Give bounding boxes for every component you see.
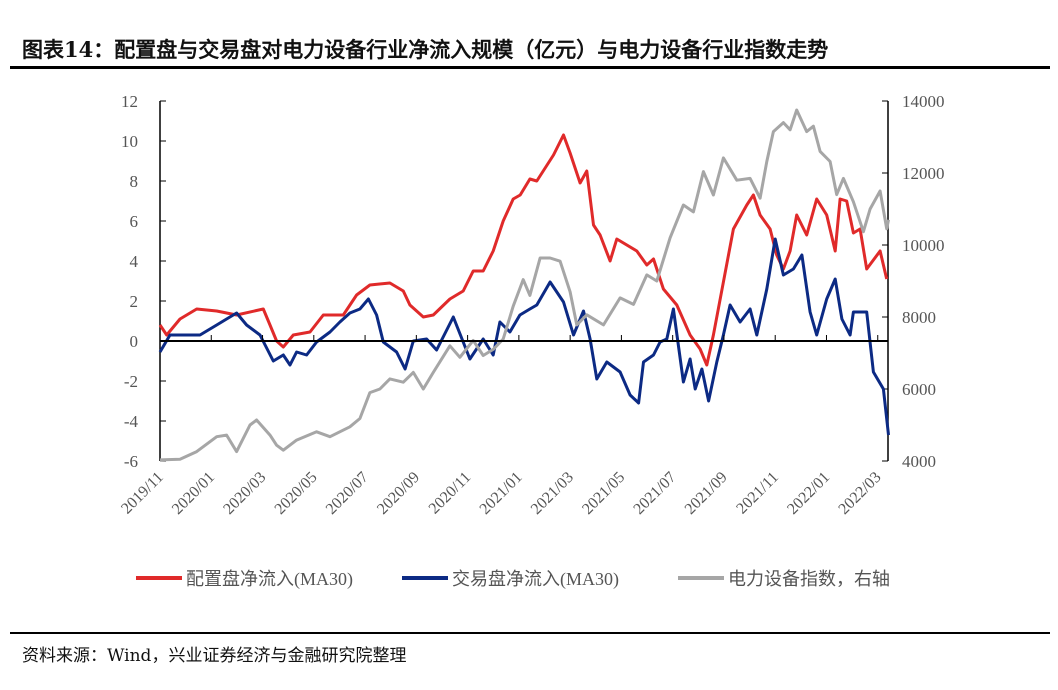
right-axis-tick-label: 8000 — [902, 308, 936, 327]
right-axis-tick-label: 14000 — [902, 92, 945, 111]
title-divider — [10, 66, 1050, 69]
right-axis-tick-label: 4000 — [902, 452, 936, 471]
left-axis-tick-label: 6 — [130, 212, 139, 231]
legend-label: 电力设备指数，右轴 — [728, 569, 890, 589]
x-axis-tick-label: 2020/07 — [323, 469, 372, 518]
x-axis-tick-label: 2021/07 — [630, 469, 679, 518]
x-axis-tick-label: 2020/03 — [220, 469, 269, 518]
left-axis-tick-label: 0 — [130, 332, 139, 351]
series-line-1 — [158, 237, 890, 436]
x-axis-tick-label: 2020/01 — [169, 469, 218, 518]
x-axis-tick-label: 2021/09 — [682, 469, 731, 518]
x-axis-tick-label: 2021/03 — [528, 469, 577, 518]
source-note: 资料来源：Wind，兴业证券经济与金融研究院整理 — [22, 646, 407, 666]
x-axis-tick-label: 2021/11 — [733, 469, 782, 518]
x-axis-tick-label: 2020/11 — [426, 469, 475, 518]
left-axis-tick-label: 4 — [130, 252, 139, 271]
left-axis-tick-label: 10 — [121, 132, 138, 151]
x-axis-tick-label: 2021/01 — [477, 469, 526, 518]
source-divider — [10, 632, 1050, 634]
x-axis-tick-label: 2022/01 — [784, 469, 833, 518]
series-line-2 — [159, 108, 890, 462]
series-line-0 — [158, 133, 889, 367]
left-axis-tick-label: -6 — [124, 452, 138, 471]
x-axis-tick-label: 2020/05 — [272, 469, 321, 518]
x-axis-tick-label: 2020/09 — [374, 469, 423, 518]
right-axis-tick-label: 10000 — [902, 236, 945, 255]
x-axis-tick-label: 2021/05 — [579, 469, 628, 518]
left-axis-tick-label: -2 — [124, 372, 138, 391]
left-axis-tick-label: -4 — [124, 412, 139, 431]
x-axis-tick-label: 2022/03 — [835, 469, 884, 518]
left-axis-tick-label: 2 — [130, 292, 139, 311]
left-axis-tick-label: 8 — [130, 172, 139, 191]
legend-label: 配置盘净流入(MA30) — [186, 569, 353, 590]
figure-title: 图表14：配置盘与交易盘对电力设备行业净流入规模（亿元）与电力设备行业指数走势 — [22, 37, 829, 62]
left-axis-tick-label: 12 — [121, 92, 138, 111]
right-axis-tick-label: 6000 — [902, 380, 936, 399]
right-axis-tick-label: 12000 — [902, 164, 945, 183]
x-axis-tick-label: 2019/11 — [118, 469, 167, 518]
legend-label: 交易盘净流入(MA30) — [452, 569, 619, 590]
